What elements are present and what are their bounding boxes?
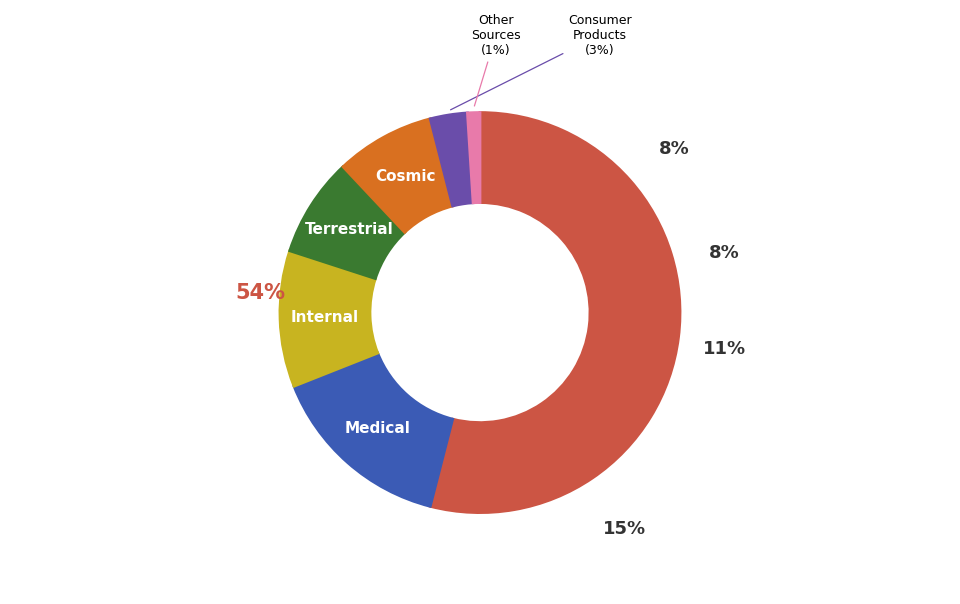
Text: Terrestrial: Terrestrial (304, 222, 394, 237)
Wedge shape (280, 251, 377, 386)
Text: 15%: 15% (603, 519, 645, 538)
Text: 54%: 54% (235, 283, 285, 303)
Wedge shape (430, 112, 680, 513)
Wedge shape (290, 167, 405, 278)
Text: 11%: 11% (703, 339, 746, 358)
Text: 8%: 8% (708, 243, 739, 262)
Wedge shape (468, 112, 480, 203)
Wedge shape (294, 353, 453, 506)
Wedge shape (343, 119, 453, 233)
Text: Cosmic: Cosmic (375, 169, 436, 184)
Text: Medical: Medical (345, 422, 411, 436)
Text: 8%: 8% (659, 140, 689, 158)
Text: Other
Sources
(1%): Other Sources (1%) (471, 13, 521, 106)
Text: Internal: Internal (291, 310, 359, 325)
Text: Radon: Radon (389, 269, 444, 284)
Wedge shape (430, 113, 473, 206)
Text: Consumer
Products
(3%): Consumer Products (3%) (450, 13, 632, 110)
